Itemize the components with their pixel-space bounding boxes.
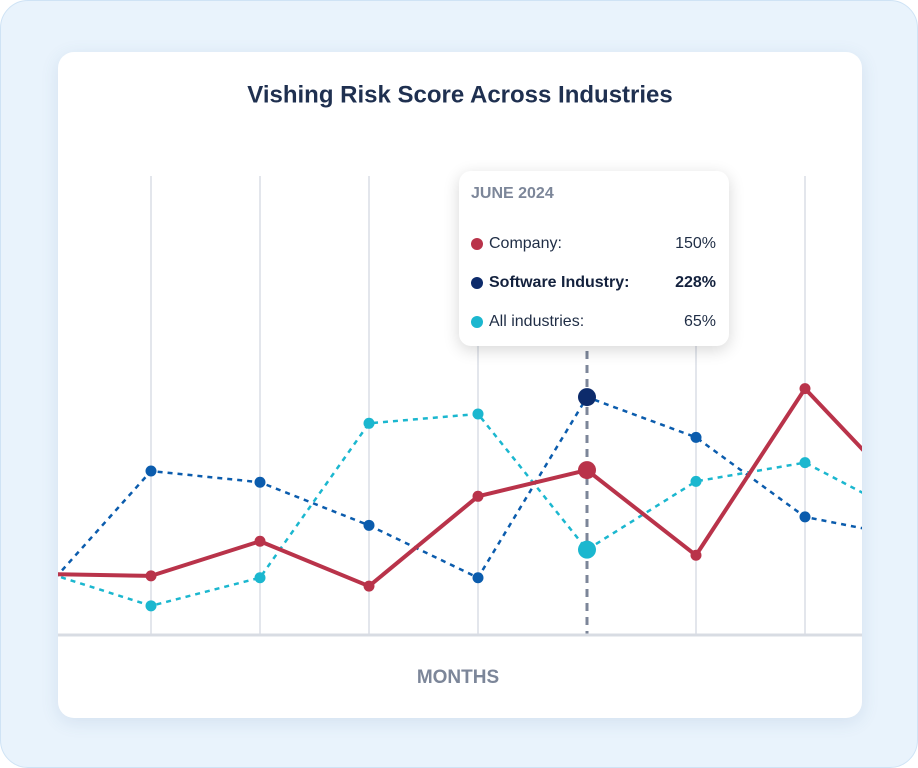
data-point [578, 461, 596, 480]
data-point [472, 408, 484, 420]
tooltip-label: All industries: [489, 312, 585, 330]
data-point [690, 475, 702, 487]
tooltip-row: All industries: 65% [471, 302, 716, 341]
data-point [254, 535, 266, 547]
data-point [472, 490, 484, 502]
tooltip-title: JUNE 2024 [471, 185, 554, 202]
data-point [690, 431, 702, 443]
data-point [254, 572, 266, 584]
data-point [799, 457, 811, 469]
data-point [799, 511, 811, 523]
tooltip-label: Company: [489, 234, 562, 252]
plot [37, 176, 918, 637]
data-point [363, 580, 375, 592]
data-point [37, 566, 48, 577]
tooltip-dot [471, 315, 483, 328]
card [58, 52, 862, 718]
tooltip-value: 150% [675, 234, 716, 252]
tooltip-row: Software Industry: 228% [471, 263, 716, 302]
data-point [690, 549, 702, 561]
series-line [58, 412, 862, 608]
data-point [145, 600, 157, 612]
tooltip: JUNE 2024 Company: 150% Software Industry:… [459, 171, 729, 346]
data-point [254, 476, 266, 488]
tooltip-dot [471, 237, 483, 250]
data-point [145, 465, 157, 477]
tooltip-value: 228% [675, 273, 716, 291]
tooltip-value: 65% [683, 312, 716, 330]
data-point [909, 498, 918, 509]
data-point [145, 570, 157, 582]
data-point [578, 388, 596, 407]
data-point [909, 533, 918, 544]
data-point [37, 568, 48, 579]
data-point [37, 587, 48, 598]
data-point [472, 572, 484, 584]
data-point [578, 540, 596, 559]
chart-title: Vishing Risk Score Across Industries [247, 81, 672, 108]
x-axis-label: MONTHS [417, 667, 499, 688]
data-point [799, 383, 811, 395]
data-point [909, 514, 918, 525]
tooltip-dot [471, 276, 483, 289]
tooltip-label: Software Industry: [489, 273, 630, 291]
data-point [363, 417, 375, 429]
data-point [363, 519, 375, 531]
tooltip-row: Company: 150% [471, 224, 716, 263]
